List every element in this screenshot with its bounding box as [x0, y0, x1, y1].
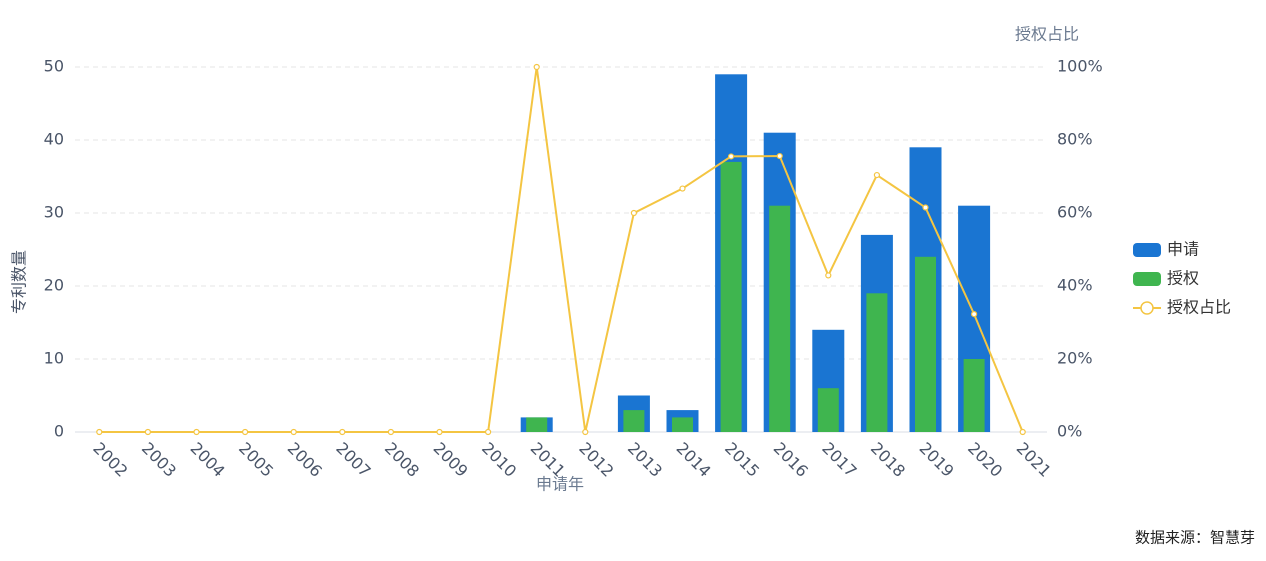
source-note: 数据来源：智慧芽 — [1135, 529, 1255, 547]
bar — [817, 388, 839, 432]
ratio-point — [1019, 428, 1026, 436]
ratio-point — [873, 171, 881, 179]
y-tick-label: 40 — [44, 130, 64, 149]
y2-tick-label: 20% — [1057, 349, 1093, 368]
x-tick-label: 2009 — [429, 439, 471, 481]
ratio-point — [144, 428, 151, 436]
y-tick-label: 10 — [44, 349, 64, 368]
bar — [769, 205, 791, 432]
y-tick-label: 0 — [54, 422, 64, 441]
bar — [526, 417, 548, 432]
ratio-point — [776, 152, 783, 160]
ratio-point — [533, 63, 540, 71]
x-tick-label: 2010 — [478, 439, 520, 481]
ratio-line — [99, 66, 1024, 433]
ratio-point — [970, 311, 978, 318]
x-tick-label: 2007 — [332, 439, 374, 481]
legend-label: 授权 — [1167, 269, 1199, 288]
ratio-point — [193, 428, 200, 436]
bar — [963, 359, 985, 432]
y2-tick-label: 80% — [1057, 130, 1093, 149]
x-tick-label: 2016 — [770, 439, 812, 481]
y-axis-title: 专利数量 — [10, 250, 29, 314]
legend-swatch — [1133, 243, 1161, 257]
x-tick-label: 2005 — [235, 439, 277, 481]
ratio-point — [825, 272, 832, 279]
legend-swatch — [1133, 272, 1161, 286]
y2-tick-label: 0% — [1057, 422, 1082, 441]
bar — [720, 161, 742, 432]
ratio-point — [96, 428, 103, 436]
ratio-point — [436, 428, 443, 436]
ratio-point — [727, 153, 735, 160]
bar — [623, 410, 645, 432]
x-tick-label: 2004 — [186, 439, 228, 481]
x-tick-label: 2021 — [1013, 439, 1055, 481]
ratio-point — [679, 185, 686, 192]
ratio-point — [387, 428, 394, 436]
x-axis-title: 申请年 — [536, 475, 584, 494]
ratio-point — [485, 428, 492, 436]
x-tick-label: 2013 — [624, 439, 666, 481]
ratio-point — [290, 428, 297, 436]
y-tick-label: 20 — [44, 276, 64, 295]
y2-tick-label: 40% — [1057, 276, 1093, 295]
ratio-point — [339, 428, 346, 436]
legend-swatch — [1140, 301, 1154, 315]
y2-tick-label: 60% — [1057, 203, 1093, 222]
ratio-point — [242, 428, 249, 436]
x-tick-label: 2020 — [964, 439, 1006, 481]
y2-tick-label: 100% — [1057, 57, 1103, 76]
ratio-point — [922, 204, 929, 211]
bar — [672, 417, 693, 432]
y2-axis-title: 授权占比 — [1015, 25, 1079, 44]
bar — [866, 293, 888, 432]
x-tick-label: 2019 — [915, 439, 957, 481]
x-tick-label: 2018 — [867, 439, 909, 481]
ratio-point — [630, 209, 638, 217]
y-tick-label: 30 — [44, 203, 64, 222]
y-tick-label: 50 — [44, 57, 64, 76]
x-tick-label: 2006 — [284, 439, 326, 481]
legend-label: 申请 — [1167, 240, 1199, 259]
x-tick-label: 2015 — [721, 439, 763, 481]
x-tick-label: 2008 — [381, 439, 423, 481]
x-tick-label: 2003 — [138, 439, 180, 481]
bar — [915, 256, 936, 432]
x-tick-label: 2017 — [818, 439, 860, 481]
legend-label: 授权占比 — [1167, 298, 1231, 317]
x-tick-label: 2014 — [672, 439, 714, 481]
x-tick-label: 2002 — [89, 439, 131, 481]
ratio-point — [582, 428, 589, 436]
